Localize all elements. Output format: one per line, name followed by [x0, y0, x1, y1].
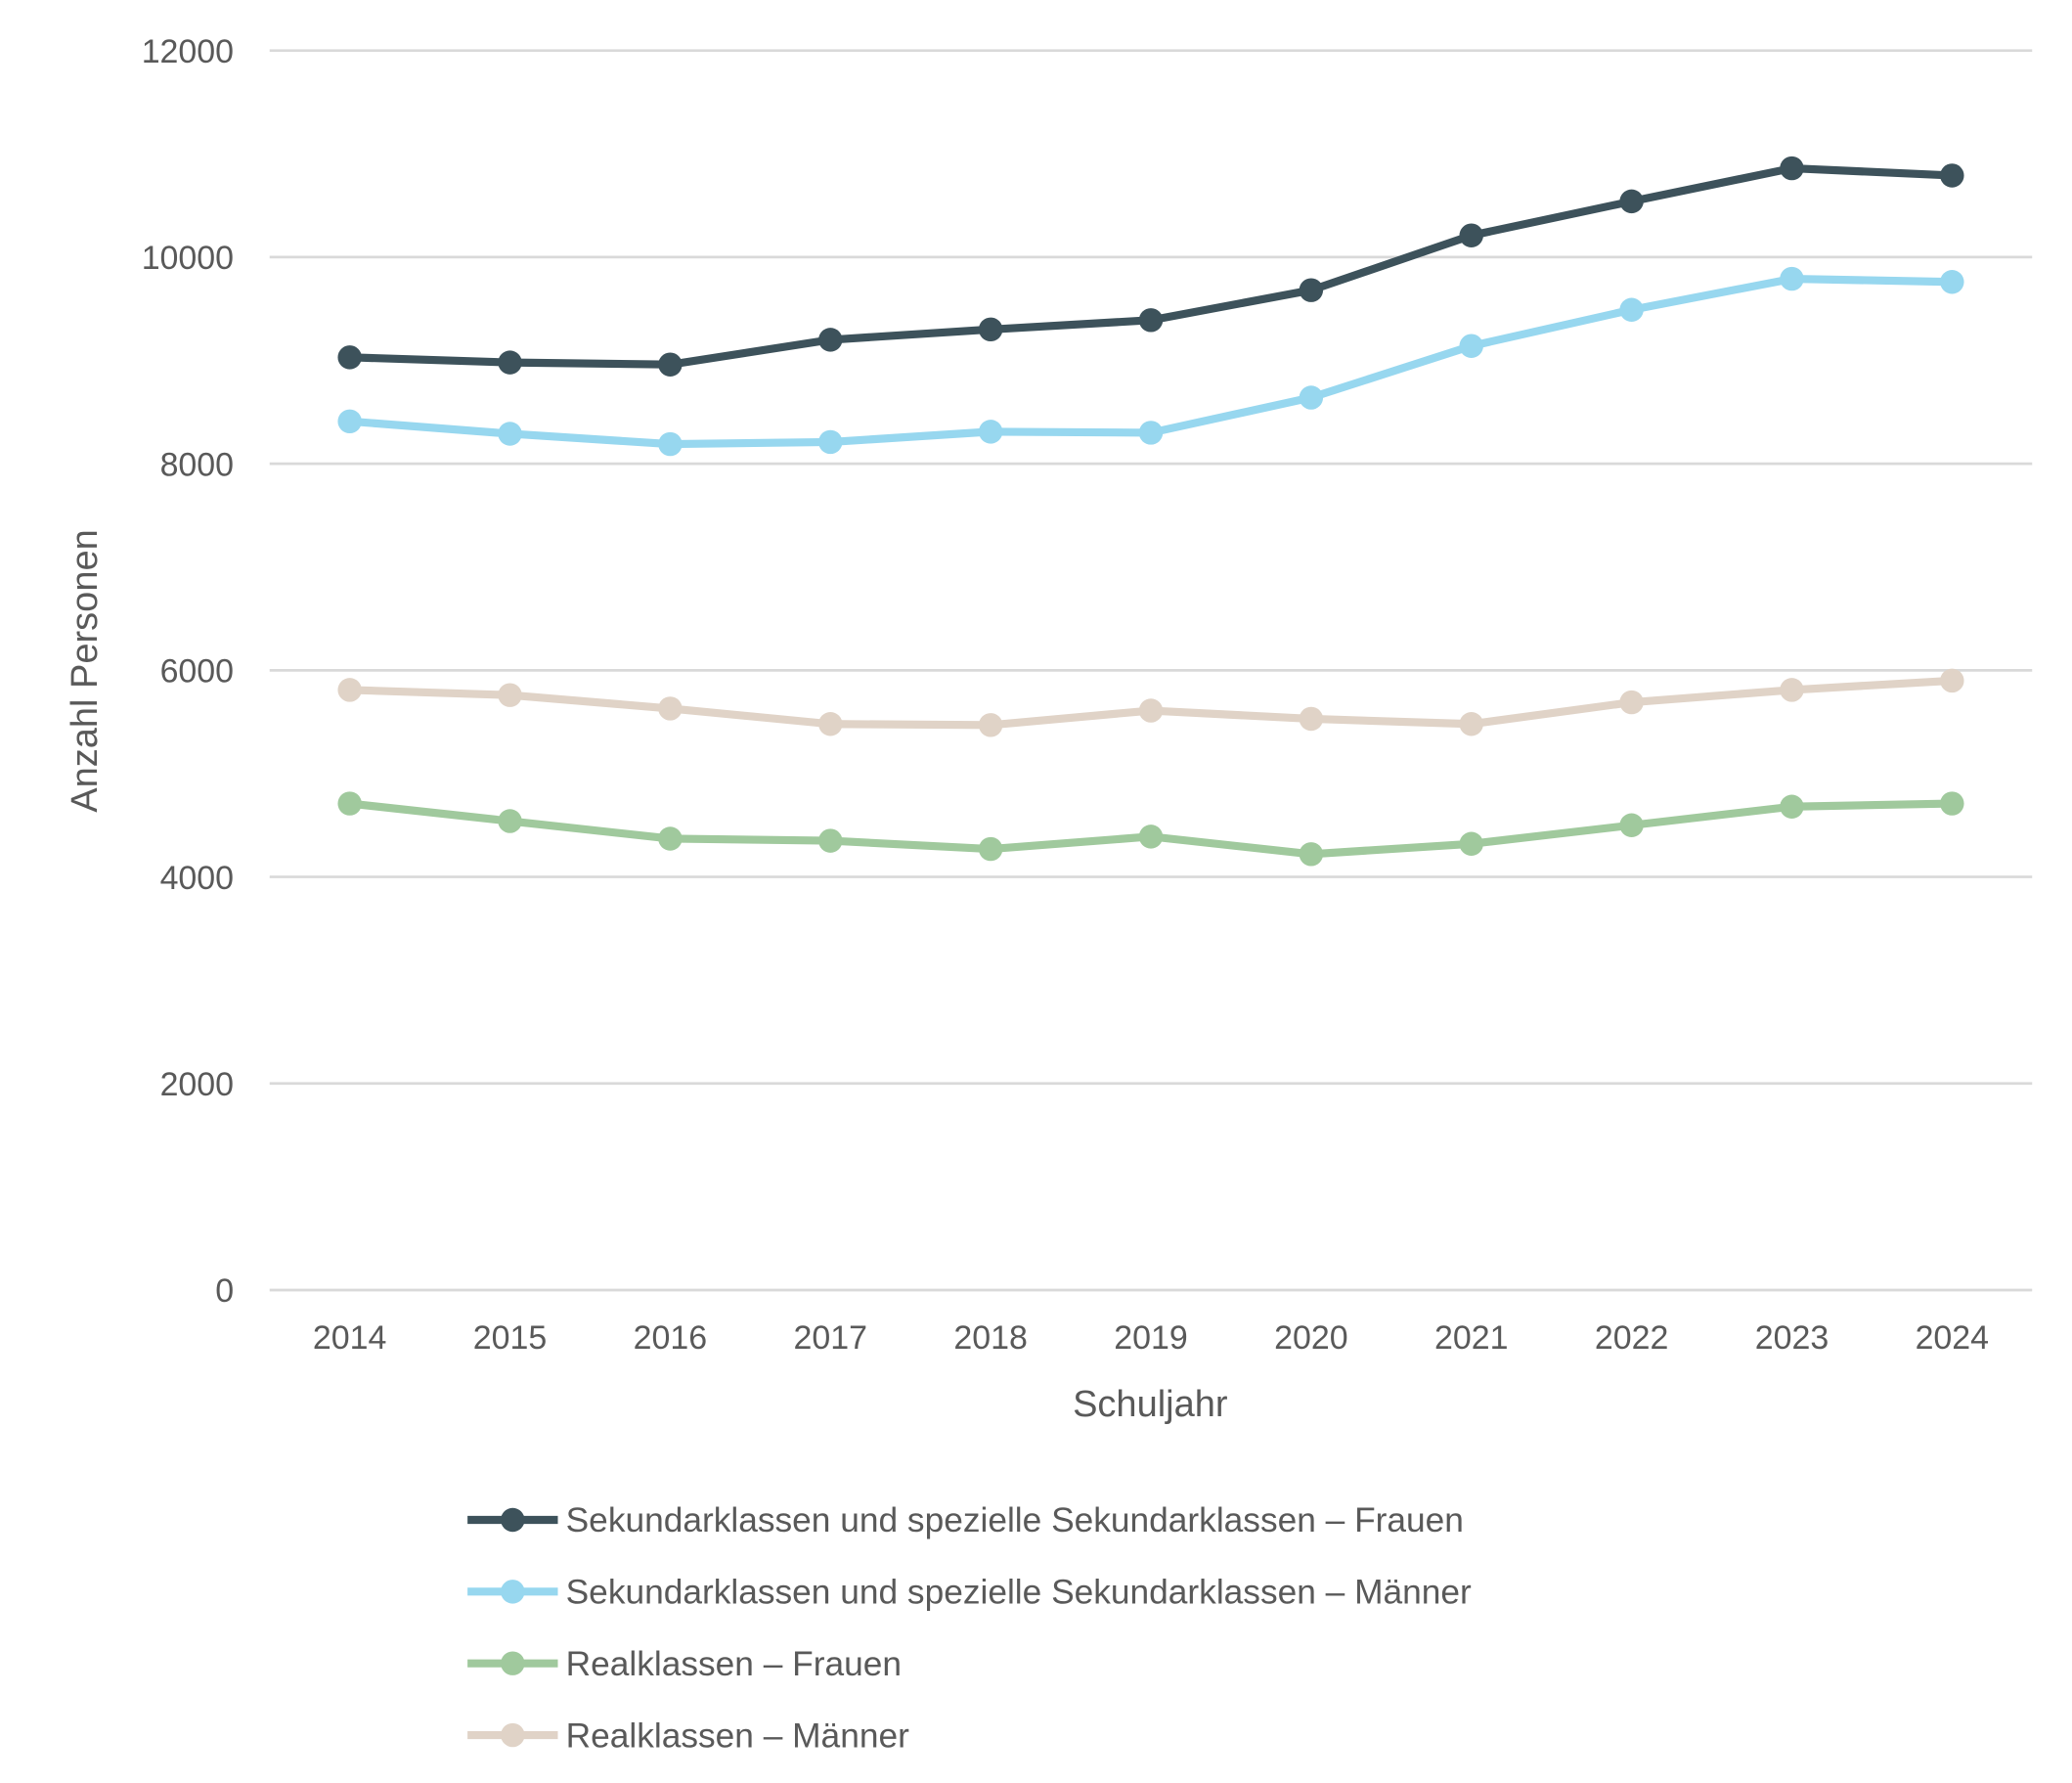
legend-marker: [501, 1580, 525, 1604]
data-point: [1138, 308, 1164, 333]
data-point: [1780, 794, 1804, 819]
data-point: [978, 420, 1003, 444]
y-tick-label: 12000: [142, 33, 234, 70]
data-point: [337, 791, 362, 816]
gridlines: [269, 49, 2033, 1292]
legend: Sekundarklassen und spezielle Sekundarkl…: [467, 1501, 1472, 1755]
data-point: [658, 352, 683, 377]
data-point: [1459, 334, 1483, 358]
x-tick-label: 2016: [634, 1319, 708, 1357]
data-point: [1780, 156, 1804, 181]
series-group: [337, 156, 1964, 867]
x-axis-label: Schuljahr: [1073, 1384, 1228, 1425]
data-point: [1459, 223, 1483, 247]
data-point: [978, 836, 1003, 862]
data-point: [1138, 421, 1164, 445]
data-point: [498, 683, 522, 707]
x-tick-label: 2018: [953, 1319, 1028, 1357]
data-point: [1299, 706, 1324, 732]
x-tick-label: 2021: [1434, 1319, 1509, 1357]
y-tick-label: 2000: [160, 1066, 235, 1103]
data-point: [337, 345, 362, 370]
y-tick-label: 4000: [160, 860, 235, 897]
data-point: [1299, 842, 1324, 867]
data-point: [818, 712, 843, 736]
y-axis-label: Anzahl Personen: [65, 529, 106, 813]
series-line: [349, 163, 1953, 369]
data-point: [818, 328, 843, 352]
data-point: [818, 429, 843, 455]
series-3: [337, 668, 1964, 737]
legend-label: Sekundarklassen und spezielle Sekundarkl…: [566, 1574, 1472, 1612]
data-point: [978, 317, 1003, 342]
data-point: [337, 409, 362, 434]
data-point: [658, 826, 683, 851]
series-1: [337, 266, 1964, 457]
x-tick-label: 2024: [1916, 1319, 1990, 1357]
legend-label: Sekundarklassen und spezielle Sekundarkl…: [566, 1501, 1464, 1539]
y-tick-label: 8000: [160, 446, 235, 483]
y-tick-label: 10000: [142, 240, 234, 277]
data-point: [1619, 189, 1644, 214]
data-point: [1619, 813, 1644, 837]
data-point: [1138, 698, 1164, 723]
data-point: [1780, 266, 1804, 291]
data-point: [498, 350, 522, 375]
data-point: [1459, 712, 1483, 736]
data-point: [658, 431, 683, 457]
data-point: [1940, 668, 1964, 693]
legend-item: Realklassen – Männer: [467, 1716, 909, 1755]
legend-marker: [501, 1722, 525, 1748]
data-point: [1459, 831, 1483, 856]
x-tick-label: 2023: [1755, 1319, 1830, 1357]
data-point: [1299, 385, 1324, 410]
x-tick-label: 2014: [313, 1319, 387, 1357]
y-tick-label: 0: [215, 1272, 234, 1310]
data-point: [1940, 163, 1964, 188]
legend-marker: [501, 1651, 525, 1675]
legend-item: Realklassen – Frauen: [467, 1645, 902, 1683]
legend-item: Sekundarklassen und spezielle Sekundarkl…: [467, 1574, 1472, 1612]
data-point: [498, 809, 522, 833]
data-point: [658, 696, 683, 721]
y-tick-label: 6000: [160, 653, 235, 691]
data-point: [1940, 791, 1964, 816]
data-point: [498, 422, 522, 446]
x-tick-label: 2022: [1595, 1319, 1669, 1357]
x-tick-label: 2020: [1274, 1319, 1348, 1357]
data-point: [1138, 825, 1164, 849]
series-0: [337, 156, 1964, 377]
data-point: [337, 678, 362, 702]
data-point: [1780, 678, 1804, 702]
legend-marker: [501, 1507, 525, 1533]
x-tick-label: 2019: [1114, 1319, 1188, 1357]
x-tick-label: 2015: [473, 1319, 548, 1357]
data-point: [978, 713, 1003, 737]
x-tick-labels: 2014 2015 2016 2017 2018 2019 2020 2021 2022 2023…: [313, 1319, 1989, 1357]
data-point: [1619, 690, 1644, 715]
y-tick-labels: 0 2000 4000 6000 8000 10000 12000: [142, 33, 234, 1310]
x-tick-label: 2017: [794, 1319, 868, 1357]
legend-label: Realklassen – Frauen: [566, 1645, 902, 1683]
legend-item: Sekundarklassen und spezielle Sekundarkl…: [467, 1501, 1464, 1539]
data-point: [818, 828, 843, 853]
data-point: [1619, 297, 1644, 322]
legend-label: Realklassen – Männer: [566, 1716, 909, 1755]
series-2: [337, 791, 1964, 867]
data-point: [1940, 270, 1964, 294]
data-point: [1299, 278, 1324, 302]
